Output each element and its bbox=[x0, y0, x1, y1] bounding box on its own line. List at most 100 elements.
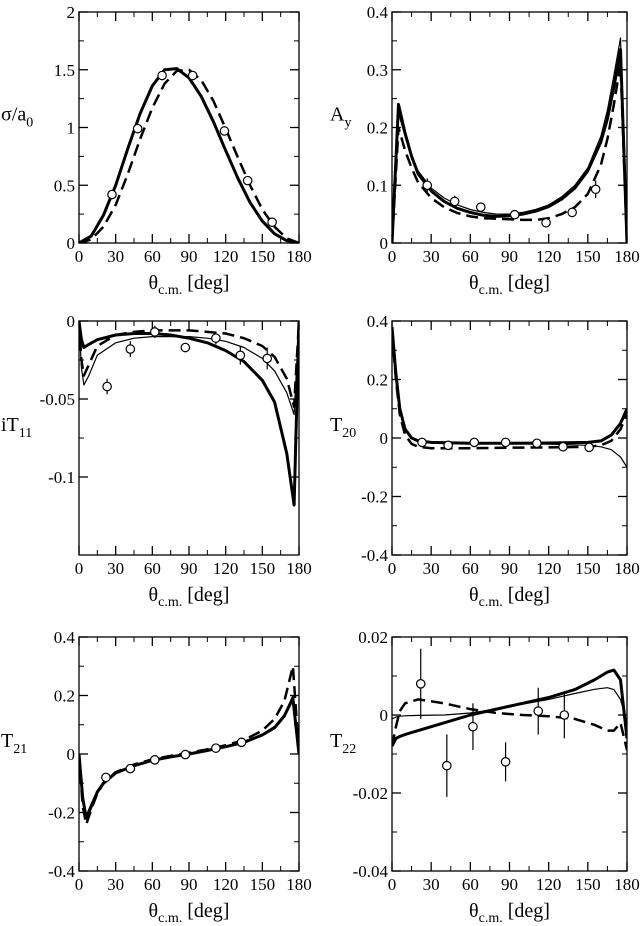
series-line-dashed bbox=[392, 62, 627, 243]
series-line-solid-thin bbox=[79, 321, 299, 416]
series-line-solid-thick bbox=[79, 696, 299, 820]
x-tick-label: 120 bbox=[536, 247, 562, 266]
panel-T22: 0 30 60 90 120 150 180 -0.04 -0.02 0 0.02 θc.m. [de… bbox=[330, 628, 640, 926]
x-axis-label: θc.m. [deg] bbox=[469, 272, 550, 298]
data-point bbox=[102, 381, 112, 392]
data-point bbox=[443, 440, 453, 451]
data-point bbox=[417, 437, 427, 448]
data-point bbox=[469, 437, 480, 448]
series-line-solid-thin bbox=[392, 37, 627, 243]
data-point bbox=[101, 772, 111, 783]
x-tick-label: 60 bbox=[144, 559, 161, 578]
series-line-dashed bbox=[79, 665, 299, 826]
x-tick-label: 60 bbox=[462, 559, 479, 578]
data-point bbox=[132, 123, 143, 134]
y-tick-label: -0.2 bbox=[361, 488, 388, 507]
series-line-dashed bbox=[392, 332, 627, 450]
x-tick-label: 150 bbox=[575, 875, 601, 894]
x-tick-label: 0 bbox=[75, 559, 84, 578]
data-point bbox=[149, 755, 160, 765]
data-point bbox=[500, 756, 511, 767]
y-axis-label: iT11 bbox=[1, 414, 32, 441]
series-line-dashed bbox=[79, 321, 299, 409]
data-point bbox=[107, 189, 117, 200]
x-tick-label: 90 bbox=[181, 559, 198, 578]
x-tick-label: 0 bbox=[388, 247, 397, 266]
x-tick-label: 60 bbox=[462, 875, 479, 894]
x-tick-label: 30 bbox=[423, 875, 440, 894]
data-point bbox=[180, 342, 191, 353]
panel-iT11: 0 30 60 90 120 150 180 -0.1 -0.05 0 θc.m. [deg] iT1… bbox=[1, 312, 312, 610]
x-tick-label: 120 bbox=[213, 247, 239, 266]
y-tick-label: -0.1 bbox=[48, 468, 75, 487]
x-tick-label: 90 bbox=[501, 247, 518, 266]
y-tick-label: 0.4 bbox=[54, 628, 76, 647]
y-tick-label: 0.2 bbox=[54, 687, 75, 706]
y-axis-label: T20 bbox=[330, 414, 356, 441]
x-tick-label: 90 bbox=[181, 875, 198, 894]
series-line-solid-thick bbox=[392, 668, 627, 747]
data-point bbox=[149, 327, 160, 337]
x-axis-label: θc.m. [deg] bbox=[469, 584, 550, 610]
data-point bbox=[533, 706, 544, 716]
panel-Ay: 0 30 60 90 120 150 180 0 0.1 0.2 0.3 0.4 θc.m. [deg]… bbox=[330, 3, 640, 298]
x-tick-label: 0 bbox=[75, 875, 84, 894]
data-point bbox=[211, 743, 221, 753]
x-tick-label: 0 bbox=[75, 247, 84, 266]
x-tick-label: 150 bbox=[250, 247, 276, 266]
y-tick-label: -0.02 bbox=[353, 784, 388, 803]
x-tick-label: 120 bbox=[536, 875, 562, 894]
y-tick-label: 0.1 bbox=[367, 176, 388, 195]
panel-T21: 0 30 60 90 120 150 180 -0.4 -0.2 0 0.2 0.4 θc.m. [de… bbox=[1, 628, 312, 926]
data-point bbox=[475, 202, 486, 212]
y-axis-label: Ay bbox=[330, 104, 351, 131]
x-tick-label: 150 bbox=[250, 875, 276, 894]
panel-sigma: 0 30 60 90 120 150 180 0 0.5 1 1.5 2 θc.m. [deg] σ/a0 bbox=[1, 3, 312, 298]
x-tick-label: 150 bbox=[250, 559, 276, 578]
y-tick-label: 0.4 bbox=[367, 3, 389, 22]
data-point bbox=[509, 209, 520, 220]
x-tick-label: 120 bbox=[213, 875, 239, 894]
x-tick-label: 180 bbox=[286, 875, 312, 894]
y-tick-label: 1 bbox=[67, 119, 76, 138]
data-point bbox=[468, 721, 478, 732]
series-line-dashed bbox=[79, 68, 299, 243]
data-point bbox=[235, 350, 246, 361]
x-tick-label: 30 bbox=[423, 247, 440, 266]
series-line-solid-thin bbox=[392, 687, 627, 723]
x-tick-label: 150 bbox=[575, 247, 601, 266]
data-point bbox=[267, 217, 277, 228]
y-tick-label: 2 bbox=[67, 3, 76, 22]
x-tick-label: 0 bbox=[388, 875, 397, 894]
x-axis-label: θc.m. [deg] bbox=[149, 272, 230, 298]
y-tick-label: 0.2 bbox=[367, 119, 388, 138]
y-tick-label: 0 bbox=[67, 312, 76, 331]
x-tick-label: 90 bbox=[501, 875, 518, 894]
x-tick-label: 180 bbox=[614, 875, 640, 894]
y-tick-label: -0.4 bbox=[48, 862, 75, 881]
x-tick-label: 60 bbox=[144, 247, 161, 266]
x-tick-label: 90 bbox=[501, 559, 518, 578]
x-tick-label: 30 bbox=[107, 559, 124, 578]
data-point bbox=[532, 438, 542, 449]
y-tick-label: -0.4 bbox=[361, 546, 388, 565]
data-point bbox=[422, 180, 433, 191]
x-axis-label: θc.m. [deg] bbox=[149, 584, 230, 610]
x-tick-label: 120 bbox=[213, 559, 239, 578]
data-point bbox=[262, 353, 273, 364]
x-tick-label: 180 bbox=[614, 247, 640, 266]
data-point bbox=[559, 710, 570, 720]
x-tick-label: 180 bbox=[286, 247, 312, 266]
data-point bbox=[500, 437, 511, 448]
data-point bbox=[442, 760, 452, 771]
y-tick-label: 0 bbox=[380, 234, 389, 253]
y-tick-label: 0.5 bbox=[54, 176, 75, 195]
series-line-solid-thick bbox=[392, 48, 627, 243]
data-point bbox=[567, 207, 577, 218]
data-point bbox=[187, 70, 198, 81]
y-axis-label: T21 bbox=[1, 730, 27, 757]
x-tick-label: 0 bbox=[388, 559, 397, 578]
data-point bbox=[558, 441, 568, 452]
y-tick-label: -0.04 bbox=[353, 862, 389, 881]
